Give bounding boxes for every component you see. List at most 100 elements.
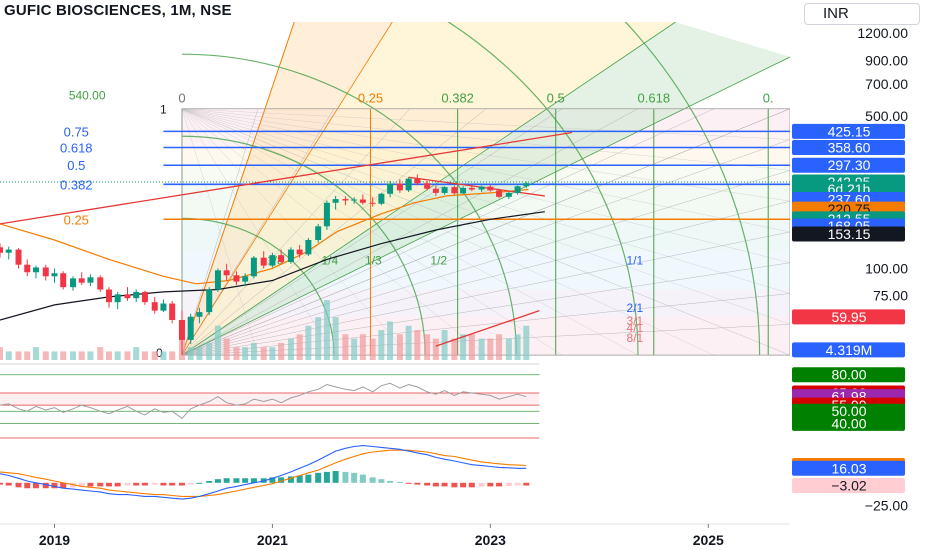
candle-body — [432, 188, 439, 193]
volume-bar — [369, 338, 376, 360]
candle-body — [342, 199, 349, 201]
candle-body — [60, 273, 67, 288]
volume-bar — [78, 351, 85, 360]
fib-arc — [181, 53, 517, 356]
macd-histogram-bar — [133, 482, 140, 486]
volume-bar — [323, 300, 330, 360]
volume-bar — [359, 334, 366, 360]
fib-box — [181, 108, 790, 356]
gann-line — [181, 108, 790, 202]
fan-wedge — [181, 22, 790, 356]
macd-tag-bg — [792, 460, 905, 476]
gann-line — [181, 108, 790, 233]
volume-bar — [468, 334, 475, 360]
volume-bar — [405, 325, 412, 360]
candle-body — [424, 183, 431, 189]
volume-bar — [233, 347, 240, 360]
volume-bar — [196, 347, 203, 360]
volume-bar — [206, 342, 213, 360]
currency-selector[interactable]: INR — [804, 3, 920, 25]
fib-time-label: 0.5 — [547, 91, 565, 106]
macd-histogram-bar — [97, 482, 104, 487]
macd-tag-bg — [792, 478, 905, 494]
volume-bar — [487, 338, 494, 360]
volume-tag: 4.319M — [792, 342, 905, 358]
fib-level-label: 0.75 — [64, 124, 89, 139]
volume-bar — [260, 347, 267, 360]
macd-tag-text: −3.02 — [831, 478, 867, 494]
gann-fan-label: 1/1 — [627, 254, 644, 268]
fib-arc — [624, 22, 761, 356]
macd-histogram-bar — [51, 482, 58, 489]
macd-histogram-bar — [105, 482, 112, 487]
volume-bar — [0, 347, 3, 360]
volume-bar — [432, 338, 439, 360]
candle-body — [178, 319, 185, 340]
volume-bar — [42, 351, 49, 360]
gann-line — [181, 108, 790, 356]
trend-line — [408, 176, 545, 197]
price-tag-bg — [792, 226, 905, 242]
volume-bar — [396, 334, 403, 360]
y-axis-tick-label: 700.00 — [865, 76, 908, 92]
volume-bar — [305, 325, 312, 360]
gann-fan-label: 8/1 — [627, 331, 644, 345]
volume-bar — [105, 351, 112, 360]
candle-body — [414, 178, 421, 184]
fib-level-label: 0.618 — [60, 141, 93, 156]
macd-histogram-bar — [396, 481, 403, 483]
gann-line — [181, 108, 411, 356]
candle-body — [70, 278, 77, 288]
candle-body — [87, 277, 94, 283]
gann-line — [181, 108, 639, 356]
gann-line — [181, 108, 790, 140]
candle-body — [441, 187, 448, 193]
macd-histogram-bar — [169, 482, 176, 486]
moving-average-line — [0, 211, 545, 321]
macd-histogram-bar — [196, 482, 203, 484]
x-axis-tick-label: 2025 — [693, 532, 724, 548]
macd-histogram-bar — [5, 482, 12, 486]
rsi-tag: 50.00 — [792, 403, 905, 419]
gann-fan-label: 2/1 — [627, 301, 644, 315]
macd-histogram-bar — [178, 482, 185, 486]
gann-fan-label: 1/2 — [430, 254, 447, 268]
fib-level-label: 0.5 — [67, 158, 85, 173]
macd-histogram-bar — [378, 479, 385, 483]
macd-tag: 16.03 — [792, 460, 905, 476]
macd-histogram-bar — [278, 477, 285, 483]
candle-body — [305, 239, 312, 255]
candle-body — [24, 264, 31, 273]
y-axis-tick-label: 1200.00 — [857, 25, 908, 41]
volume-bar — [97, 347, 104, 360]
volume-bar — [505, 338, 512, 360]
price-tag-text: 59.95 — [831, 309, 866, 325]
candle-body — [233, 275, 240, 282]
gann-line — [181, 108, 487, 356]
macd-histogram-bar — [233, 478, 240, 483]
macd-line — [0, 445, 527, 500]
candle-body — [5, 249, 12, 253]
macd-histogram-bar — [387, 480, 394, 483]
macd-histogram-bar — [487, 482, 494, 487]
candle-body — [396, 183, 403, 191]
macd-histogram-bar — [42, 482, 49, 489]
gann-line — [181, 231, 790, 356]
candle-body — [206, 289, 213, 313]
candle-body — [505, 192, 512, 197]
price-tag-bg — [792, 140, 905, 156]
chart-title: GUFIC BIOSCIENCES, 1M, NSE — [4, 2, 232, 19]
volume-bar — [160, 351, 167, 360]
macd-histogram-bar — [359, 474, 366, 483]
candle-body — [478, 186, 485, 190]
candle-body — [15, 249, 22, 265]
fib-top-label: 540.00 — [69, 89, 106, 103]
gann-line — [181, 262, 790, 356]
y-axis-tick-label: 500.00 — [865, 108, 908, 124]
volume-bar — [387, 321, 394, 360]
candle-body — [214, 270, 221, 290]
gann-line — [181, 170, 790, 356]
volume-bar — [24, 351, 31, 360]
